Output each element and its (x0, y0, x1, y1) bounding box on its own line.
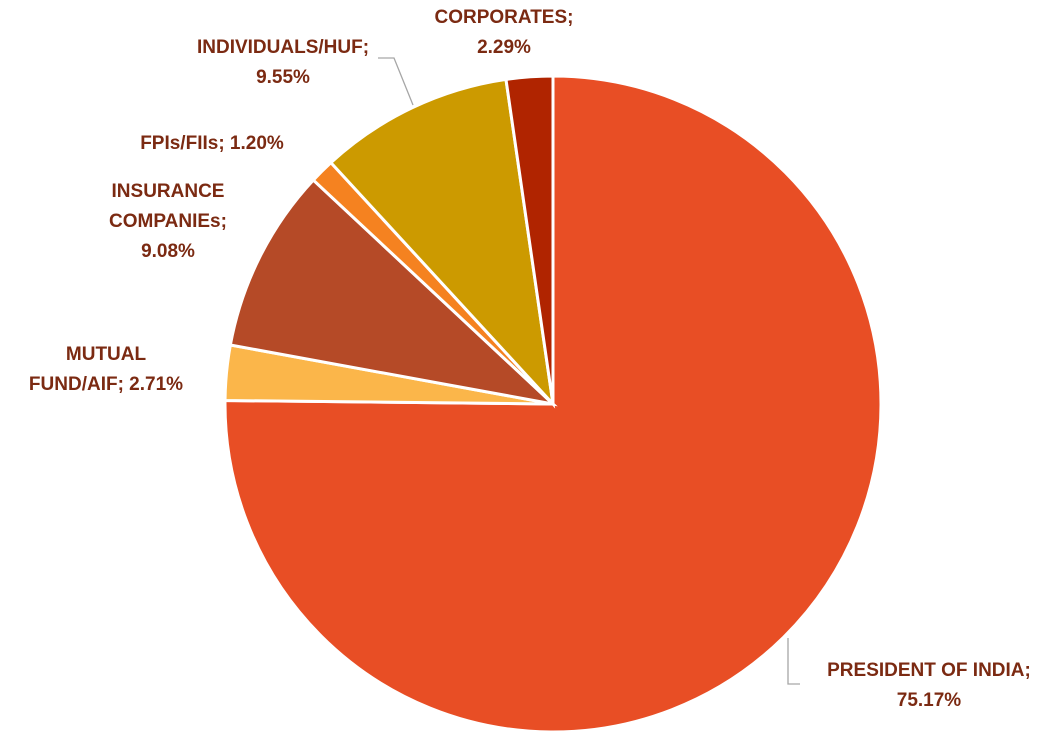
pie-slice-insurance-companies (228, 177, 558, 407)
data-label-individuals-huf: INDIVIDUALS/HUF; 9.55% (197, 37, 369, 88)
data-label-president-of-india: PRESIDENT OF INDIA; 75.17% (827, 660, 1031, 711)
leader-line-individuals-huf (378, 57, 414, 106)
pie-slice-president-of-india (223, 74, 883, 732)
data-label-mutual-fund-aif: MUTUAL FUND/AIF; 2.71% (29, 344, 183, 395)
data-label-corporates: CORPORATES; 2.29% (435, 7, 574, 58)
leader-line-president-of-india (787, 638, 800, 685)
data-labels: PRESIDENT OF INDIA; 75.17% MUTUAL FUND/AIF;… (29, 7, 1031, 711)
pie-slice-corporates (504, 74, 555, 405)
pie-slice-individuals-huf (328, 77, 556, 409)
data-label-insurance-companies: INSURANCE COMPANIEs; 9.08% (109, 181, 227, 262)
leader-lines (378, 57, 800, 685)
data-label-fpis-fiis: FPIs/FIIs; 1.20% (140, 133, 284, 154)
pie-slices (223, 74, 883, 732)
